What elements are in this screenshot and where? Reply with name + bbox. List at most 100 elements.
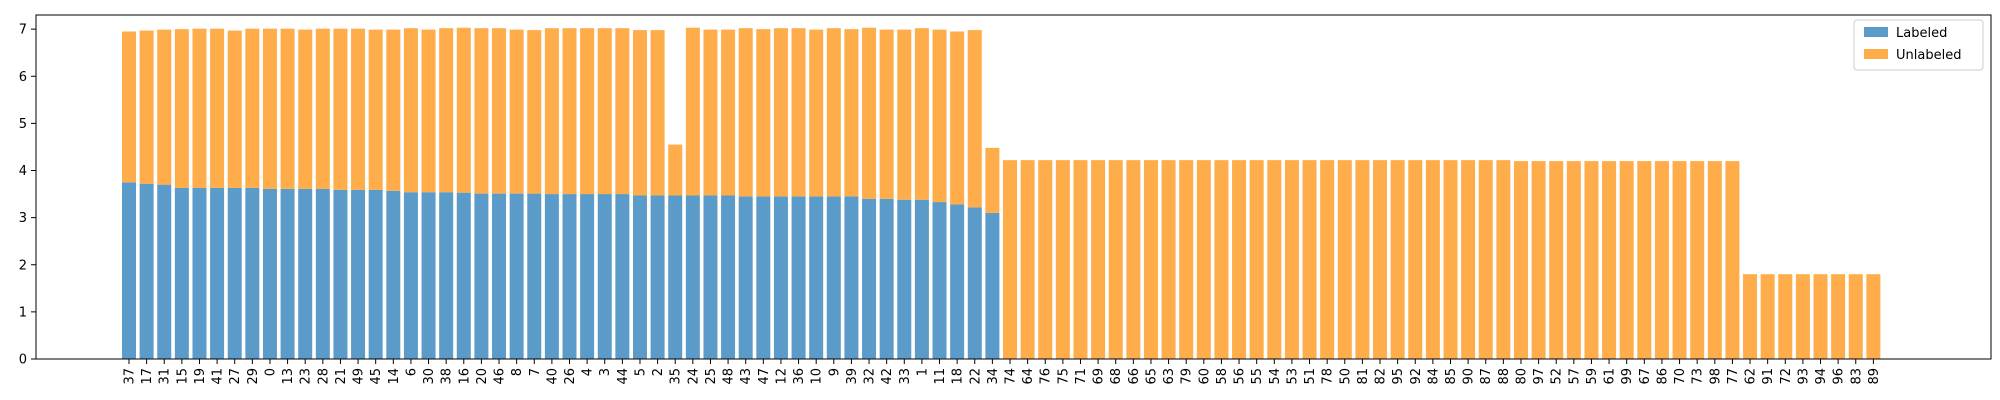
x-tick-label: 47 <box>757 368 772 385</box>
x-tick-label: 54 <box>1268 368 1283 385</box>
x-tick-label: 53 <box>1285 368 1300 385</box>
bar-unlabeled <box>1496 160 1511 359</box>
x-tick-label: 64 <box>1021 368 1036 385</box>
bar-unlabeled <box>685 27 700 196</box>
x-tick-label: 35 <box>669 368 684 385</box>
bar-unlabeled <box>1020 160 1035 359</box>
bar-labeled <box>967 207 982 359</box>
legend-swatch-labeled <box>1864 27 1888 37</box>
x-tick-label: 68 <box>1109 368 1124 385</box>
bar-unlabeled <box>1355 160 1370 359</box>
x-tick-label: 10 <box>810 368 825 385</box>
bar-labeled <box>474 193 489 359</box>
y-tick-label: 2 <box>19 258 27 273</box>
x-tick-label: 84 <box>1426 368 1441 385</box>
x-tick-label: 96 <box>1832 368 1847 385</box>
bar-unlabeled <box>1091 160 1106 359</box>
bar-unlabeled <box>1108 160 1123 359</box>
bar-unlabeled <box>1214 160 1229 359</box>
bar-unlabeled <box>1073 160 1088 359</box>
x-tick-label: 97 <box>1532 368 1547 385</box>
bar-unlabeled <box>597 28 612 195</box>
bar-labeled <box>914 199 929 359</box>
bar-unlabeled <box>1619 161 1634 359</box>
bar-unlabeled <box>809 29 824 197</box>
bar-unlabeled <box>703 29 718 196</box>
bar-unlabeled <box>1478 160 1493 359</box>
bar-labeled <box>315 188 330 359</box>
bar-labeled <box>192 187 207 359</box>
bar-unlabeled <box>580 28 595 195</box>
y-tick-label: 5 <box>19 117 27 132</box>
bar-labeled <box>950 204 965 359</box>
x-tick-label: 46 <box>493 368 508 385</box>
x-tick-label: 87 <box>1479 368 1494 385</box>
x-tick-label: 16 <box>457 368 472 385</box>
bar-labeled <box>403 192 418 359</box>
bar-unlabeled <box>245 28 260 188</box>
x-tick-label: 44 <box>616 368 631 385</box>
x-tick-label: 65 <box>1144 368 1159 385</box>
bar-unlabeled <box>1232 160 1247 359</box>
bar-unlabeled <box>1161 160 1176 359</box>
y-axis: 0 1 2 3 4 5 6 7 <box>19 23 36 368</box>
bar-labeled <box>597 194 612 359</box>
bar-unlabeled <box>1443 160 1458 359</box>
bar-labeled <box>738 196 753 359</box>
bar-unlabeled <box>1654 161 1669 359</box>
x-tick-label: 13 <box>281 368 296 385</box>
bar-unlabeled <box>967 30 982 208</box>
x-tick-label: 88 <box>1497 368 1512 385</box>
bar-unlabeled <box>368 29 383 190</box>
x-tick-label: 63 <box>1162 368 1177 385</box>
x-tick-label: 60 <box>1197 368 1212 385</box>
bar-unlabeled <box>1743 274 1758 359</box>
bar-unlabeled <box>1672 161 1687 359</box>
bar-unlabeled <box>351 28 366 190</box>
bar-labeled <box>386 190 401 359</box>
legend: Labeled Unlabeled <box>1853 19 1984 71</box>
bar-labeled <box>456 192 471 359</box>
bar-unlabeled <box>668 144 683 196</box>
bar-unlabeled <box>1179 160 1194 359</box>
bar-unlabeled <box>1637 161 1652 359</box>
x-tick-label: 48 <box>722 368 737 385</box>
y-tick-label: 6 <box>19 70 27 85</box>
bar-unlabeled <box>192 28 207 188</box>
bar-unlabeled <box>1831 274 1846 359</box>
x-tick-label: 38 <box>440 368 455 385</box>
bar-unlabeled <box>1284 160 1299 359</box>
x-tick-label: 24 <box>686 368 701 385</box>
bar-unlabeled <box>1373 160 1388 359</box>
x-tick-label: 90 <box>1462 368 1477 385</box>
bar-unlabeled <box>386 29 401 191</box>
bar-unlabeled <box>897 29 912 200</box>
x-tick-label: 33 <box>898 368 913 385</box>
bar-labeled <box>174 187 189 359</box>
x-tick-label: 45 <box>369 368 384 385</box>
bar-unlabeled <box>1866 274 1881 359</box>
x-tick-label: 72 <box>1779 368 1794 385</box>
bar-unlabeled <box>492 28 507 194</box>
bar-unlabeled <box>1531 161 1546 359</box>
bar-unlabeled <box>914 28 929 200</box>
bar-labeled <box>932 202 947 359</box>
bar-labeled <box>227 187 242 359</box>
bar-unlabeled <box>262 28 277 189</box>
x-tick-label: 83 <box>1849 368 1864 385</box>
x-tick-label: 57 <box>1567 368 1582 385</box>
bar-unlabeled <box>773 28 788 197</box>
bar-labeled <box>245 187 260 359</box>
bar-labeled <box>421 192 436 359</box>
bar-unlabeled <box>544 28 559 195</box>
bar-unlabeled <box>756 29 771 197</box>
bar-labeled <box>527 193 542 359</box>
x-tick-label: 23 <box>299 368 314 385</box>
x-tick-label: 55 <box>1250 368 1265 385</box>
x-tick-label: 6 <box>404 368 419 376</box>
bar-labeled <box>862 198 877 359</box>
bar-unlabeled <box>1795 274 1810 359</box>
bar-unlabeled <box>562 28 577 195</box>
bar-labeled <box>262 188 277 359</box>
x-tick-label: 82 <box>1374 368 1389 385</box>
